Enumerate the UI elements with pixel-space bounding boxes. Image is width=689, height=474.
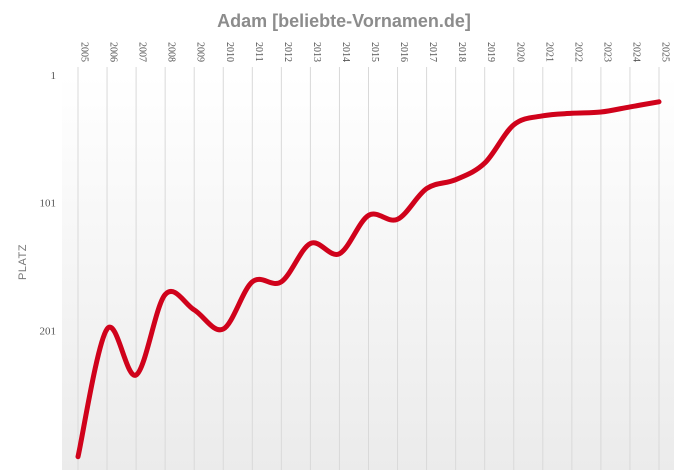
x-tick-label: 2014: [340, 42, 351, 62]
x-tick-label: 2024: [630, 42, 641, 62]
x-tick-label: 2008: [166, 42, 177, 62]
x-tick-label: 2013: [311, 42, 322, 62]
data-point-2018: [453, 177, 458, 182]
data-point-2007: [134, 373, 139, 378]
x-tick-label: 2025: [660, 42, 671, 62]
data-point-2025: [657, 99, 662, 104]
series-line: [75, 99, 662, 460]
x-tick-label: 2015: [369, 42, 380, 62]
x-tick-label: 2007: [137, 42, 148, 62]
data-point-2016: [395, 217, 400, 222]
chart-title: Adam [beliebte-Vornamen.de]: [217, 11, 471, 31]
data-point-2009: [192, 307, 197, 312]
x-tick-label: 2016: [398, 42, 409, 62]
data-point-2021: [540, 113, 545, 118]
x-tick-label: 2006: [108, 42, 119, 62]
x-tick-label: 2023: [601, 42, 612, 62]
x-tick-label: 2012: [282, 42, 293, 62]
data-point-2012: [279, 279, 284, 284]
grid-layer: [77, 67, 660, 470]
x-tick-label: 2021: [543, 42, 554, 62]
x-tick-label: 2005: [79, 42, 90, 62]
data-point-2020: [511, 122, 516, 127]
y-tick-label: 201: [40, 325, 57, 337]
data-point-2017: [424, 186, 429, 191]
x-tick-label: 2019: [485, 42, 496, 62]
data-point-2019: [482, 161, 487, 166]
data-point-2024: [627, 104, 632, 109]
y-tick-labels: 1 101 201: [40, 70, 57, 337]
y-axis-label: PLATZ: [17, 244, 29, 280]
data-point-2022: [569, 111, 574, 116]
x-tick-labels: 2005 2006 2007 2008 2009 2010 2011 2012 2013 2014…: [79, 42, 671, 62]
data-point-2015: [366, 213, 371, 218]
x-tick-label: 2022: [572, 42, 583, 62]
data-point-2010: [221, 327, 226, 332]
data-point-2011: [250, 279, 255, 284]
x-tick-label: 2017: [427, 42, 438, 62]
data-point-2005: [76, 454, 81, 459]
data-point-2006: [105, 327, 110, 332]
data-point-2013: [308, 241, 313, 246]
data-point-2023: [598, 110, 603, 115]
data-point-2014: [337, 251, 342, 256]
x-tick-label: 2020: [514, 42, 525, 62]
series-layer: [75, 99, 662, 460]
x-tick-label: 2018: [456, 42, 467, 62]
y-tick-label: 101: [40, 198, 57, 210]
x-tick-label: 2011: [253, 42, 264, 62]
x-tick-label: 2010: [224, 42, 235, 62]
data-point-2008: [163, 292, 168, 297]
x-tick-label: 2009: [195, 42, 206, 62]
y-tick-label: 1: [51, 70, 57, 82]
